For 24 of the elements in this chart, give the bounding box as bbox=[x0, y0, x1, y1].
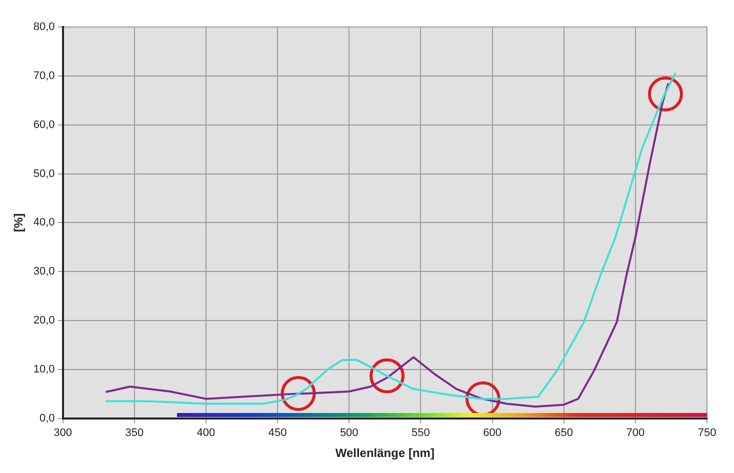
y-tick-label: 20,0 bbox=[33, 314, 55, 327]
y-tick-label: 70,0 bbox=[33, 70, 55, 82]
x-tick-label: 450 bbox=[268, 427, 287, 440]
x-axis-title: Wellenlänge [nm] bbox=[335, 446, 434, 460]
x-tick-label: 650 bbox=[554, 427, 574, 440]
point bbox=[648, 76, 683, 112]
x-tick-label: 750 bbox=[698, 427, 716, 440]
point bbox=[370, 358, 405, 394]
x-tick-label: 700 bbox=[626, 427, 645, 440]
x-tick-label: 600 bbox=[483, 427, 502, 440]
y-tick-label: 30,0 bbox=[33, 266, 55, 278]
y-tick-label: 50,0 bbox=[33, 168, 55, 180]
x-tick-label: 500 bbox=[340, 427, 358, 440]
x-tick-label: 350 bbox=[125, 427, 144, 440]
y-tick-label: 40,0 bbox=[33, 216, 55, 229]
y-tick-label: 0,0 bbox=[40, 412, 55, 424]
y-axis-title: [%] bbox=[12, 213, 26, 232]
point bbox=[280, 376, 316, 411]
y-tick-label: 80,0 bbox=[33, 21, 55, 34]
x-tick-label: 550 bbox=[412, 427, 430, 440]
y-tick-label: 10,0 bbox=[33, 364, 55, 376]
x-tick-label: 400 bbox=[196, 427, 216, 440]
y-tick-label: 60,0 bbox=[33, 118, 55, 131]
x-tick-label: 300 bbox=[54, 427, 72, 440]
